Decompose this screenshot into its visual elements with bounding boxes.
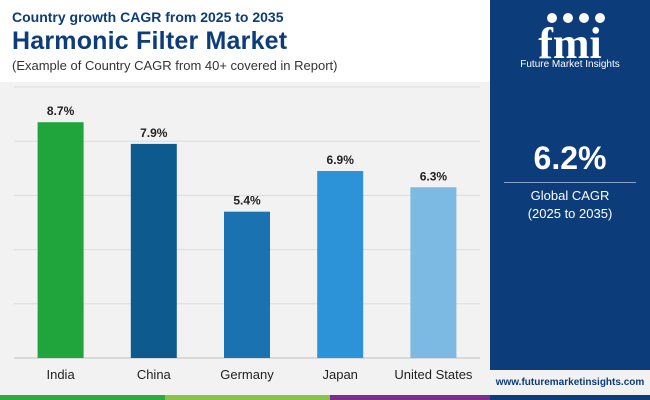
footer-segment [165,395,330,400]
footer-segment [490,395,650,400]
global-cagr-period: (2025 to 2035) [527,206,613,221]
footer-segment [330,395,490,400]
data-label: 8.7% [47,104,75,118]
footer-segment [0,395,165,400]
chart-subtitle: Country growth CAGR from 2025 to 2035 [12,9,284,25]
global-cagr-value: 6.2% [533,140,607,176]
logo-text: Future Market Insights [520,59,620,70]
data-label: 7.9% [140,126,168,140]
data-label: 5.4% [233,194,261,208]
global-cagr-label: Global CAGR [530,188,610,203]
data-label: 6.3% [420,169,448,183]
bar-chart: 8.7% India 7.9% China 5.4% Germany 6.9% Japan 6.… [14,86,480,382]
website-strip: www.futuremarketinsights.com [490,370,650,395]
chart-note: (Example of Country CAGR from 40+ covere… [12,58,338,73]
x-tick-label: Germany [220,367,274,382]
x-tick-label: Japan [322,367,357,382]
data-label: 6.9% [327,153,355,167]
bar-india [37,122,84,358]
logo-letters: fmi [538,19,602,68]
bar-china [130,143,177,358]
x-tick-label: United States [394,367,473,382]
bar-japan [317,171,364,358]
bar-germany [224,211,270,358]
sidebar-panel: fmi Future Market Insights 6.2% Global C… [490,0,650,395]
page-title: Harmonic Filter Market [12,27,288,55]
header: Country growth CAGR from 2025 to 2035 Ha… [0,0,490,82]
logo-icons [547,13,605,23]
cagr-divider [504,182,636,183]
x-tick-label: India [46,367,75,382]
footer-color-strip [0,395,650,400]
fmi-logo: fmi [538,13,605,68]
website-link[interactable]: www.futuremarketinsights.com [495,377,645,388]
x-tick-label: China [137,367,172,382]
bar-united-states [410,187,457,358]
